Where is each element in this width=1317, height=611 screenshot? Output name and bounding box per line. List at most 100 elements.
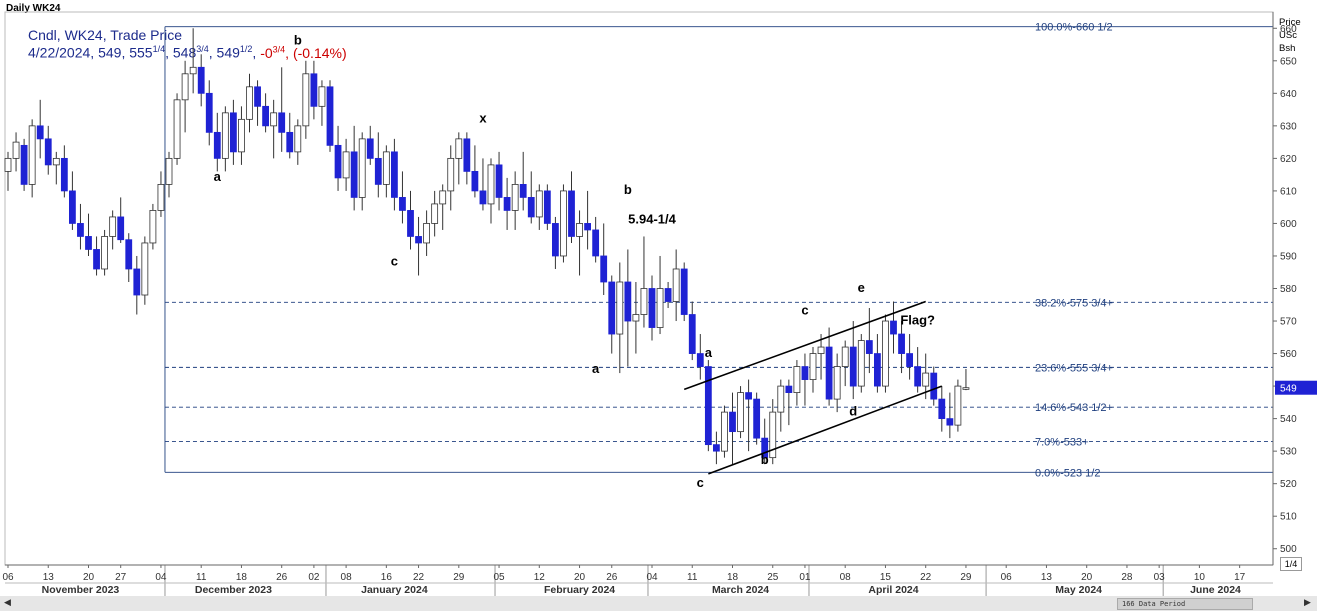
candle-down — [117, 216, 125, 241]
candle-down — [890, 320, 897, 335]
x-tick-label: 13 — [1041, 572, 1053, 583]
x-tick-label: 25 — [767, 572, 779, 583]
x-tick-label: 16 — [381, 572, 393, 583]
x-tick-label: 27 — [115, 572, 127, 583]
candle-up — [922, 372, 930, 387]
last-price-marker — [1275, 380, 1317, 395]
x-tick-label: 12 — [534, 572, 546, 583]
candle-down — [688, 314, 696, 354]
x-tick-label: 11 — [687, 572, 698, 583]
candle-up — [423, 223, 431, 244]
candle-down — [825, 346, 833, 400]
candle-up — [181, 73, 189, 101]
candle-up — [246, 86, 253, 120]
legend-close-frac: 1/2 — [239, 44, 253, 54]
x-tick-label: 01 — [799, 572, 811, 583]
y-tick-label: 660 — [1280, 24, 1297, 35]
x-tick-label: 05 — [493, 572, 505, 583]
candle-up — [833, 366, 841, 400]
candle-down — [350, 151, 358, 198]
candle-down — [801, 366, 809, 380]
candle-down — [36, 125, 44, 140]
wave-label: c — [801, 303, 808, 318]
candle-up — [318, 86, 326, 107]
candle-down — [753, 398, 761, 439]
legend-open: 549 — [98, 44, 122, 61]
candle-down — [946, 418, 954, 426]
candle-up — [4, 157, 12, 172]
candle-up — [962, 387, 970, 390]
price-axis-unit-3: Bsh — [1279, 43, 1296, 54]
last-price-label: 549 — [1280, 384, 1297, 395]
candle-up — [656, 288, 664, 328]
candle-down — [310, 73, 318, 107]
candle-down — [197, 66, 205, 94]
scroll-left-icon[interactable]: ◀ — [4, 597, 11, 607]
candle-down — [44, 138, 52, 166]
candle-up — [672, 268, 680, 302]
window-title: Daily WK24 — [6, 3, 61, 14]
status-bar — [0, 596, 1317, 611]
y-tick-label: 520 — [1280, 479, 1297, 490]
channel-trendline — [708, 385, 943, 475]
candle-down — [519, 184, 527, 198]
candle-down — [213, 131, 221, 159]
candle-down — [600, 255, 608, 283]
data-period-scrollbar[interactable]: 166 Data Period — [1117, 598, 1253, 610]
candle-up — [221, 112, 229, 159]
candle-up — [882, 320, 889, 387]
y-tick-label: 510 — [1280, 512, 1297, 523]
candle-up — [157, 184, 165, 211]
candle-up — [431, 203, 439, 224]
candle-up — [447, 157, 455, 192]
wave-label: e — [858, 280, 865, 295]
candle-up — [721, 411, 728, 452]
y-tick-label: 540 — [1280, 414, 1297, 425]
y-tick-label: 590 — [1280, 251, 1297, 262]
x-tick-label: 04 — [155, 572, 167, 583]
candle-down — [584, 223, 591, 231]
candle-up — [52, 157, 60, 166]
candle-down — [503, 197, 511, 211]
wave-label: a — [592, 361, 600, 376]
month-label: February 2024 — [544, 584, 615, 596]
y-tick-label: 530 — [1280, 447, 1297, 458]
wave-label: c — [391, 254, 398, 269]
candle-down — [713, 444, 720, 452]
legend-values-line: 4/22/2024, 549, 5551/4, 5483/4, 5491/2, … — [28, 44, 347, 61]
x-tick-label: 20 — [1081, 572, 1093, 583]
candle-down — [125, 239, 133, 270]
scroll-right-icon[interactable]: ▶ — [1304, 597, 1311, 607]
legend-low-frac: 3/4 — [196, 44, 209, 54]
candle-up — [487, 164, 495, 205]
candle-up — [382, 151, 390, 185]
candle-down — [77, 223, 84, 237]
candle-down — [664, 288, 672, 302]
candle-down — [648, 288, 656, 328]
candle-down — [568, 190, 575, 237]
plot-frame — [4, 11, 1274, 566]
candle-down — [334, 144, 342, 179]
candle-up — [511, 184, 519, 211]
wave-label: x — [479, 111, 487, 126]
y-tick-label: 640 — [1280, 89, 1297, 100]
x-tick-label: 03 — [1154, 572, 1166, 583]
wave-label: a — [214, 169, 222, 184]
month-label: April 2024 — [868, 584, 918, 596]
candle-down — [85, 236, 92, 250]
legend-change-frac: 3/4 — [272, 44, 286, 54]
x-tick-label: 15 — [880, 572, 892, 583]
candle-down — [463, 138, 471, 172]
x-tick-label: 02 — [308, 572, 320, 583]
page-indicator[interactable]: 1/4 — [1280, 557, 1302, 571]
candle-up — [817, 346, 825, 354]
candle-down — [93, 249, 100, 270]
y-tick-label: 580 — [1280, 284, 1297, 295]
y-tick-label: 620 — [1280, 154, 1297, 165]
x-tick-label: 13 — [43, 572, 55, 583]
candle-up — [954, 385, 962, 426]
candle-down — [390, 151, 398, 198]
candle-down — [696, 353, 704, 367]
